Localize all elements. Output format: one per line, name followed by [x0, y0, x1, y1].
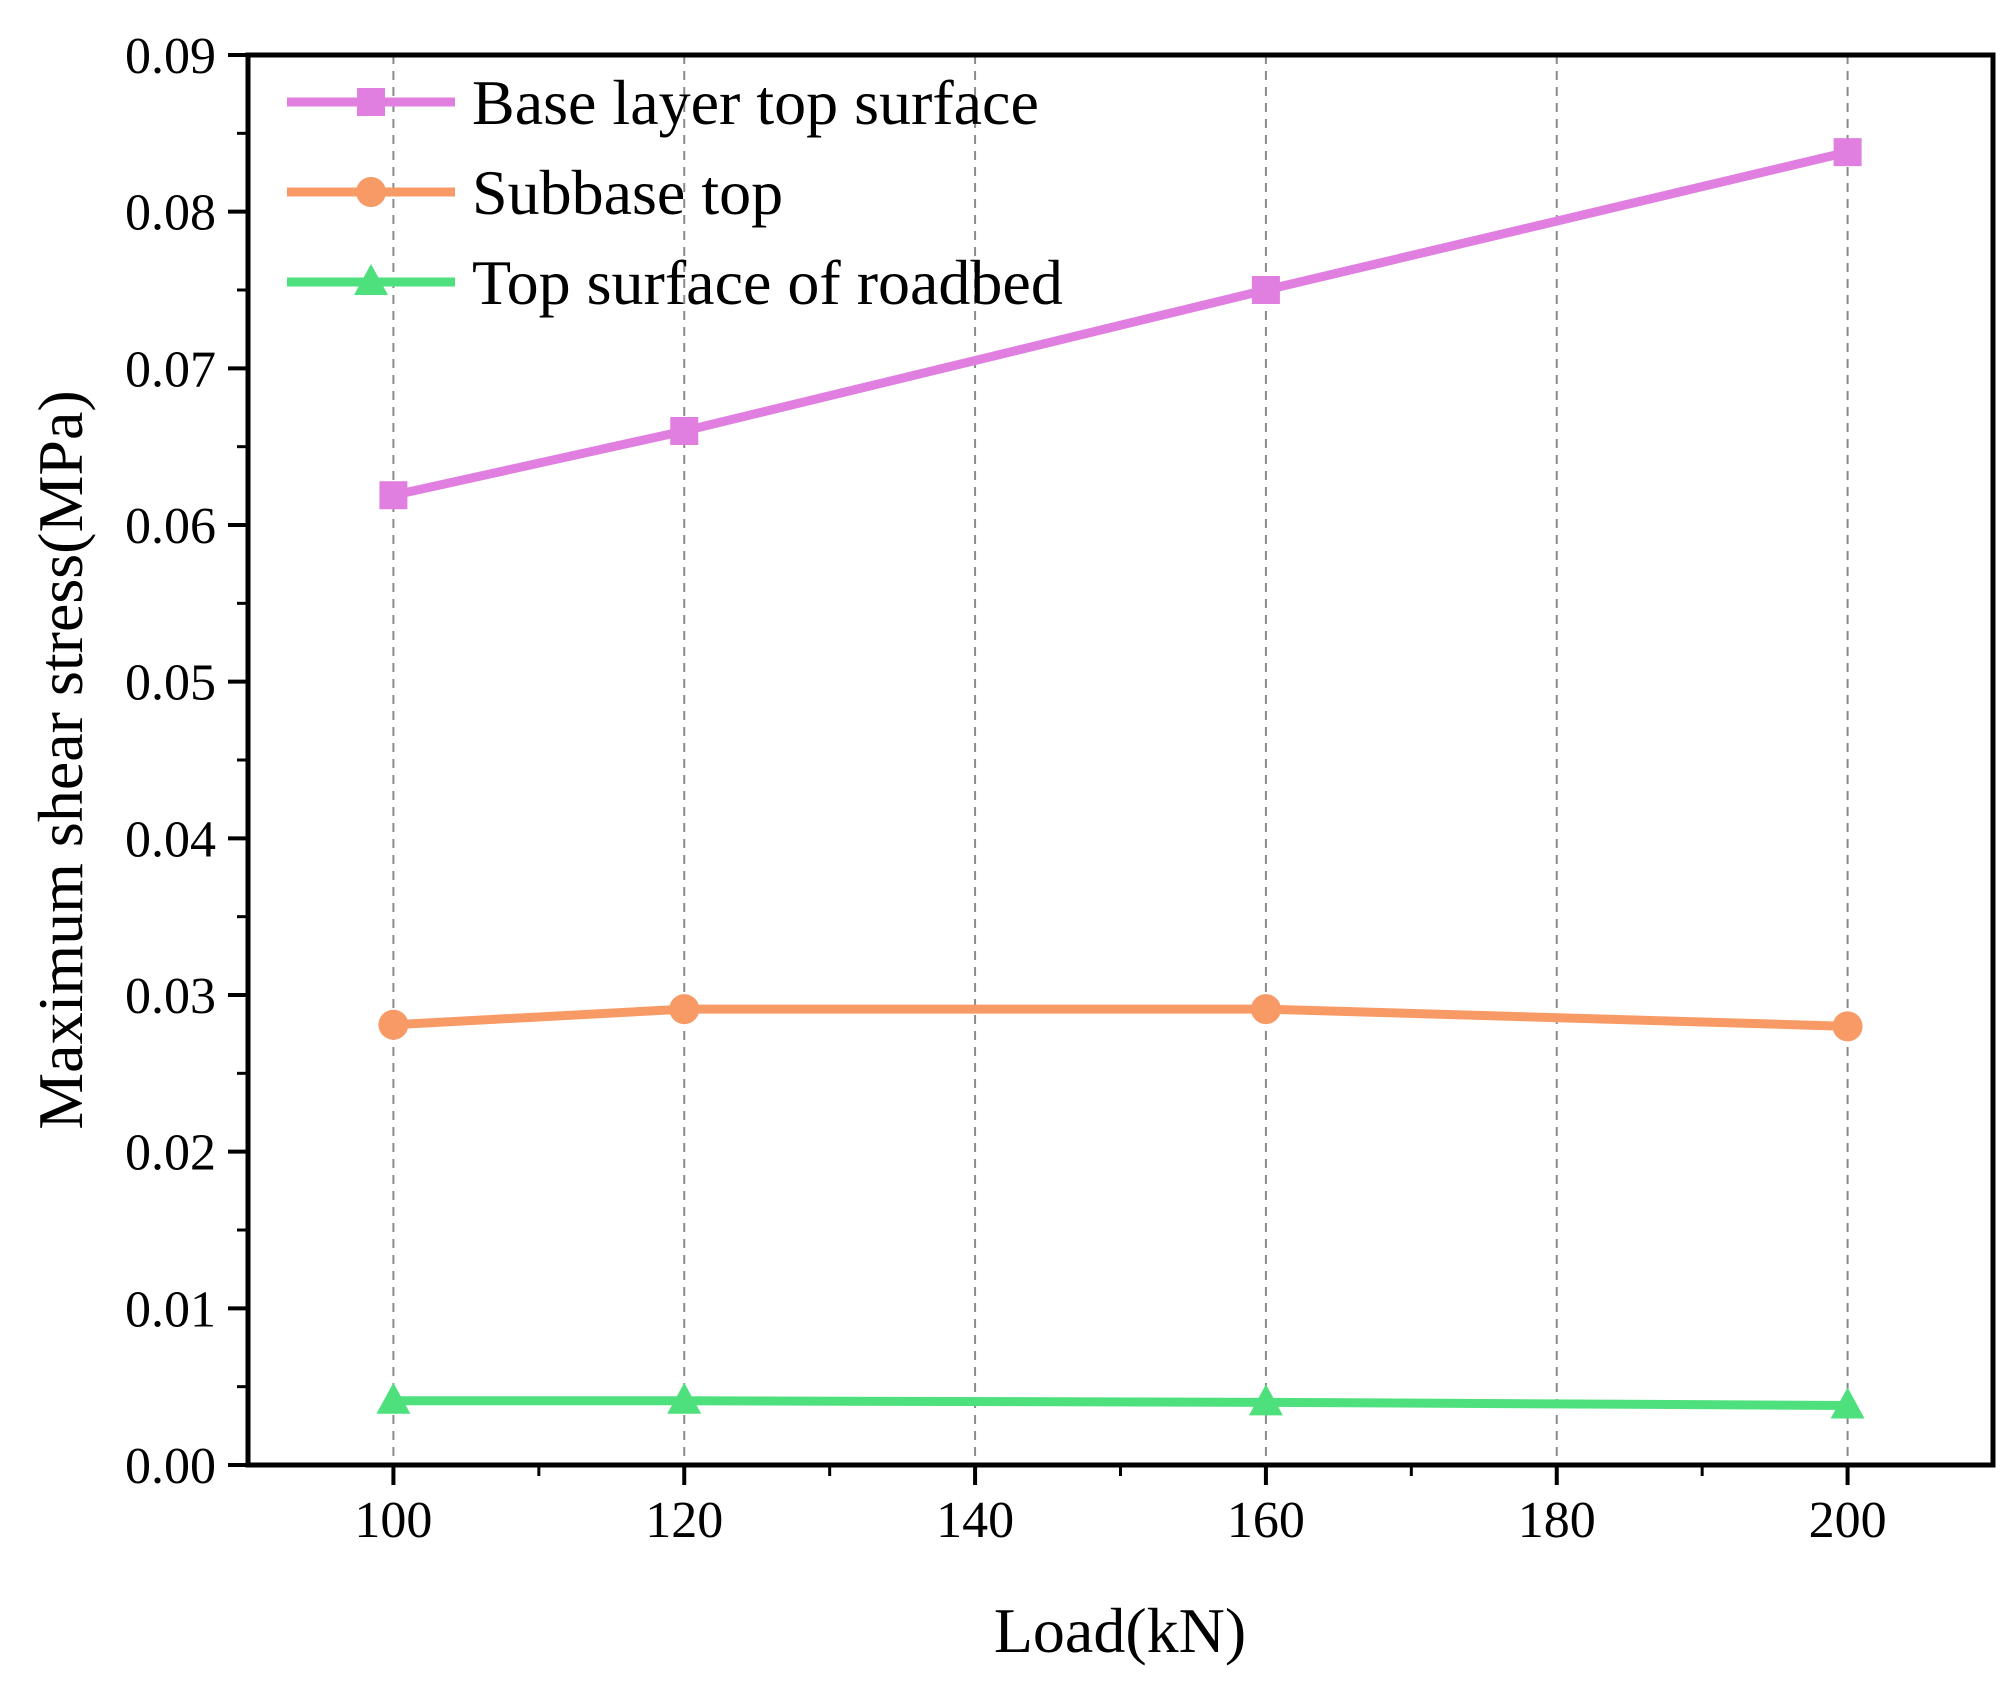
series-layer: [376, 138, 1865, 1419]
x-tick-label: 180: [1518, 1492, 1596, 1549]
y-axis-title: Maximum shear stress(MPa): [25, 390, 96, 1129]
legend-item-1: Base layer top surface: [287, 67, 1039, 138]
y-tick-label: 0.06: [125, 498, 216, 555]
data-point: [376, 1382, 411, 1414]
x-tick-label: 100: [354, 1492, 432, 1549]
series-1: [379, 138, 1862, 510]
data-point: [1833, 138, 1862, 167]
legend-label: Top surface of roadbed: [472, 247, 1063, 318]
y-tick-label: 0.05: [125, 655, 216, 712]
data-point: [1830, 1387, 1865, 1419]
grid-lines: [392, 55, 1849, 1465]
x-tick-label: 200: [1809, 1492, 1887, 1549]
y-tick-label: 0.08: [125, 185, 216, 242]
data-point: [669, 994, 700, 1025]
series-3: [376, 1382, 1865, 1419]
series-line: [393, 1004, 1848, 1031]
x-axis-title: Load(kN): [994, 1595, 1246, 1666]
y-tick-label: 0.03: [125, 968, 216, 1025]
x-tick-label: 120: [645, 1492, 723, 1549]
axis-ticks: 100 120 140 160 180 200 0.00 0.01 0.02 0.03 0.04 0.…: [125, 28, 1887, 1549]
data-point: [1250, 994, 1281, 1025]
series-line: [392, 147, 1849, 500]
legend-item-2: Subbase top: [287, 157, 783, 228]
data-point: [379, 481, 408, 510]
y-tick-label: 0.04: [125, 811, 216, 868]
legend-label: Subbase top: [472, 157, 783, 228]
legend-swatch-marker: [354, 264, 388, 295]
data-point: [1251, 276, 1280, 304]
series-2: [378, 994, 1863, 1042]
data-point: [667, 1382, 702, 1414]
data-point: [670, 417, 699, 445]
y-tick-label: 0.02: [125, 1125, 216, 1182]
y-tick-label: 0.01: [125, 1281, 216, 1338]
data-point: [1832, 1011, 1863, 1042]
y-tick-label: 0.07: [125, 341, 216, 398]
data-point: [1248, 1384, 1283, 1416]
x-tick-label: 140: [936, 1492, 1014, 1549]
legend-item-3: Top surface of roadbed: [287, 247, 1063, 318]
legend-swatch-marker: [356, 177, 386, 207]
series-line: [393, 1396, 1848, 1410]
data-point: [378, 1009, 409, 1040]
x-tick-label: 160: [1227, 1492, 1305, 1549]
legend: Base layer top surface Subbase top Top sur…: [287, 67, 1063, 318]
y-tick-label: 0.09: [125, 28, 216, 85]
legend-swatch-marker: [357, 88, 385, 116]
y-tick-label: 0.00: [125, 1438, 216, 1495]
legend-label: Base layer top surface: [472, 67, 1039, 138]
